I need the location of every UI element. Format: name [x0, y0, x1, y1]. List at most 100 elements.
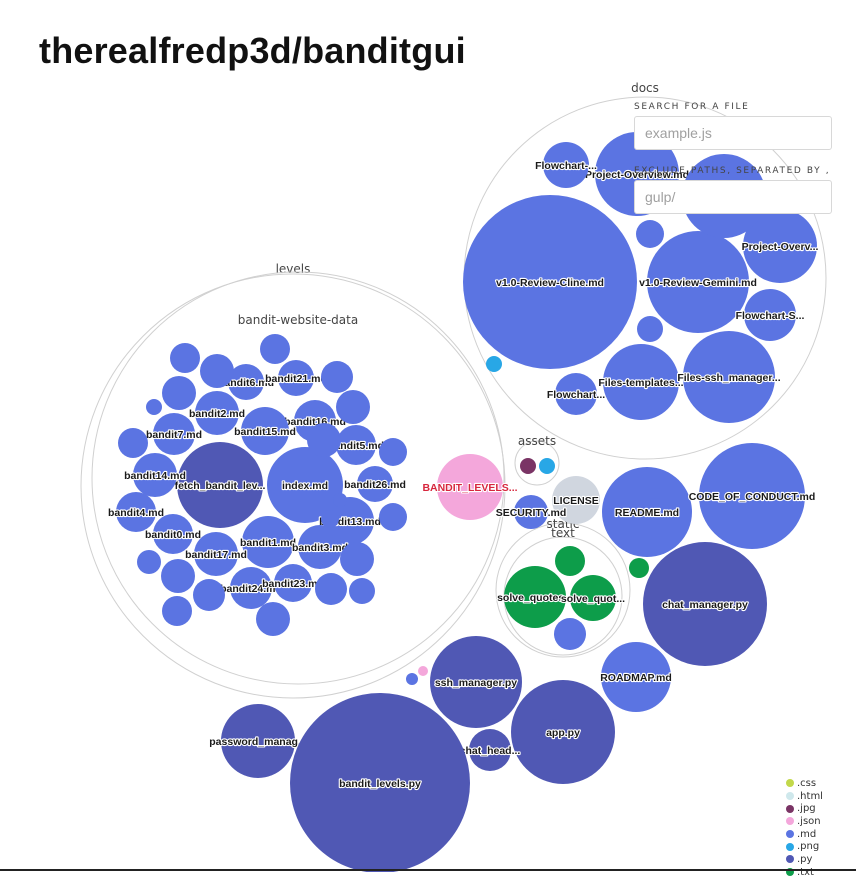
file-label: password_manag...: [209, 736, 307, 748]
legend-swatch: [786, 805, 794, 813]
file-bubble[interactable]: [336, 390, 370, 424]
file-bubble[interactable]: [307, 423, 341, 457]
file-label: bandit15.md: [234, 426, 296, 438]
file-label: bandit14.md: [124, 470, 186, 482]
file-bubble[interactable]: [162, 376, 196, 410]
file-label: chat_manager.py: [662, 599, 748, 611]
file-label: bandit17.md: [185, 549, 247, 561]
filter-panel: SEARCH FOR A FILE EXCLUDE PATHS, SEPARAT…: [634, 102, 832, 214]
file-bubble[interactable]: [406, 673, 418, 685]
exclude-label: EXCLUDE PATHS, SEPARATED BY ,: [634, 166, 832, 176]
file-bubble[interactable]: [539, 458, 555, 474]
file-label: CODE_OF_CONDUCT.md: [689, 491, 816, 503]
file-label: bandit1.md: [240, 537, 296, 549]
file-label: Files-ssh_manager...: [677, 372, 780, 384]
file-bubble[interactable]: [349, 578, 375, 604]
file-bubble[interactable]: [256, 602, 290, 636]
file-label: v1.0-Review-Gemini.md: [639, 277, 757, 289]
legend-label: .jpg: [797, 803, 816, 814]
file-bubble[interactable]: [486, 356, 502, 372]
legend-item: .css: [786, 777, 823, 790]
exclude-input[interactable]: [634, 180, 832, 214]
legend-label: .png: [797, 841, 819, 852]
file-label: app.py: [546, 727, 580, 739]
legend-item: .md: [786, 828, 823, 841]
file-bubble[interactable]: [340, 542, 374, 576]
file-label: bandit_levels.py: [339, 778, 421, 790]
file-label: bandit7.md: [146, 429, 202, 441]
file-bubble[interactable]: [315, 573, 347, 605]
folder-label: levels: [276, 262, 311, 276]
file-bubble[interactable]: [200, 354, 234, 388]
legend-swatch: [786, 817, 794, 825]
file-label: SECURITY.md: [496, 507, 567, 519]
file-label: index.md: [282, 480, 328, 492]
file-bubble[interactable]: [161, 559, 195, 593]
file-label: bandit3.md: [292, 542, 348, 554]
file-label: Flowchart-...: [535, 160, 597, 172]
file-bubble[interactable]: [146, 399, 162, 415]
file-bubble[interactable]: [162, 596, 192, 626]
folder-label: docs: [631, 81, 659, 95]
legend-item: .txt: [786, 866, 823, 879]
file-bubble[interactable]: [520, 458, 536, 474]
file-bubble[interactable]: [137, 550, 161, 574]
legend-label: .css: [797, 778, 816, 789]
legend-swatch: [786, 855, 794, 863]
legend-label: .html: [797, 791, 823, 802]
search-input[interactable]: [634, 116, 832, 150]
legend: .css .html .jpg .json .md .png .py .txt: [786, 777, 823, 879]
file-label: v1.0-Review-Cline.md: [496, 277, 604, 289]
file-bubble[interactable]: [321, 510, 339, 528]
file-bubble[interactable]: [418, 666, 428, 676]
legend-item: .py: [786, 853, 823, 866]
legend-swatch: [786, 830, 794, 838]
legend-label: .json: [797, 816, 821, 827]
file-label: bandit21.md: [265, 373, 327, 385]
file-bubble[interactable]: [636, 220, 664, 248]
folder-label: text: [551, 526, 575, 540]
file-label: Project-Overv...: [742, 241, 819, 253]
file-label: fetch_bandit_lev...: [175, 480, 266, 492]
file-bubble[interactable]: [170, 343, 200, 373]
legend-swatch: [786, 792, 794, 800]
file-label: bandit26.md: [344, 479, 406, 491]
folder-label: bandit-website-data: [238, 313, 358, 327]
folder-label: assets: [518, 434, 556, 448]
file-bubble[interactable]: [629, 558, 649, 578]
file-label: bandit4.md: [108, 507, 164, 519]
file-bubble[interactable]: [118, 428, 148, 458]
file-label: README.md: [615, 507, 679, 519]
file-bubble[interactable]: [379, 438, 407, 466]
file-bubble[interactable]: [379, 503, 407, 531]
search-label: SEARCH FOR A FILE: [634, 102, 832, 112]
file-bubble[interactable]: [321, 361, 353, 393]
file-label: Files-templates...: [598, 377, 683, 389]
file-label: bandit2.md: [189, 408, 245, 420]
legend-label: .md: [797, 829, 816, 840]
bottom-divider: [0, 869, 856, 871]
file-label: bandit23.md: [262, 578, 324, 590]
legend-label: .py: [797, 854, 812, 865]
file-label: ROADMAP.md: [600, 672, 672, 684]
legend-item: .png: [786, 840, 823, 853]
file-label: chat_head...: [460, 745, 521, 757]
file-bubble[interactable]: [554, 618, 586, 650]
file-label: bandit0.md: [145, 529, 201, 541]
file-label: ssh_manager.py: [435, 677, 517, 689]
page-title: therealfredp3d/banditgui: [39, 30, 466, 72]
file-bubble[interactable]: [260, 334, 290, 364]
file-label: BANDIT_LEVELS...: [422, 482, 517, 494]
file-label: Flowchart...: [547, 389, 605, 401]
file-label: LICENSE: [553, 495, 599, 507]
legend-swatch: [786, 779, 794, 787]
legend-item: .json: [786, 815, 823, 828]
file-bubble[interactable]: [555, 546, 585, 576]
legend-item: .jpg: [786, 802, 823, 815]
file-label: Flowchart-S...: [736, 310, 805, 322]
file-bubble[interactable]: [193, 579, 225, 611]
file-label: solve_quot...: [561, 593, 625, 605]
file-bubble[interactable]: [333, 493, 347, 507]
legend-item: .html: [786, 790, 823, 803]
file-bubble[interactable]: [637, 316, 663, 342]
